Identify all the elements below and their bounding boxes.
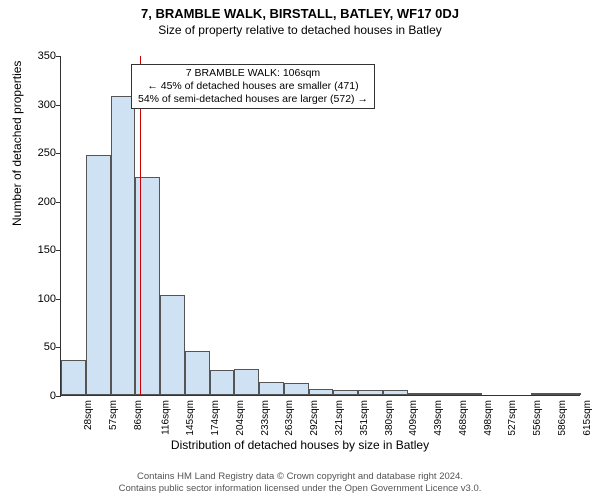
histogram-bar [61,360,86,395]
x-tick-label: 86sqm [133,400,144,430]
x-tick-label: 263sqm [284,400,295,436]
histogram-bar [556,393,581,395]
x-tick-label: 116sqm [160,400,171,435]
histogram-bar [284,383,309,395]
y-tick-label: 250 [16,147,56,159]
histogram-bar [234,369,259,395]
histogram-bar [111,96,136,395]
x-tick-label: 292sqm [309,400,320,436]
chart-container: 7, BRAMBLE WALK, BIRSTALL, BATLEY, WF17 … [0,0,600,500]
annotation-line-3: 54% of semi-detached houses are larger (… [138,93,368,106]
x-tick-label: 498sqm [482,400,493,436]
x-tick-label: 351sqm [359,400,370,436]
y-tick-label: 0 [16,390,56,402]
footer-line-1: Contains HM Land Registry data © Crown c… [0,471,600,482]
histogram-bar [531,393,556,395]
x-tick-label: 174sqm [210,400,221,436]
annotation-line-1: 7 BRAMBLE WALK: 106sqm [138,67,368,80]
histogram-bar [333,390,358,395]
x-tick-label: 615sqm [581,400,592,436]
x-tick-label: 439sqm [433,400,444,436]
x-tick-label: 409sqm [408,400,419,436]
x-axis-label: Distribution of detached houses by size … [0,438,600,452]
x-tick-label: 57sqm [108,400,119,430]
histogram-bar [457,393,482,395]
y-tick-label: 200 [16,196,56,208]
y-tick-label: 150 [16,244,56,256]
x-tick-label: 586sqm [557,400,568,436]
x-tick-label: 233sqm [259,400,270,436]
histogram-bar [210,370,235,395]
footer-line-2: Contains public sector information licen… [0,483,600,494]
x-tick-label: 527sqm [507,400,518,436]
x-tick-label: 556sqm [532,400,543,436]
footer-text: Contains HM Land Registry data © Crown c… [0,471,600,494]
histogram-bar [86,155,111,395]
histogram-bar [408,393,433,395]
annotation-line-2: ← 45% of detached houses are smaller (47… [138,80,368,93]
histogram-bar [259,382,284,395]
y-tick-label: 100 [16,293,56,305]
histogram-bar [432,393,457,395]
plot-area: 05010015020025030035028sqm57sqm86sqm116s… [60,56,580,396]
histogram-bar [309,389,334,395]
x-tick-label: 28sqm [83,400,94,430]
histogram-bar [383,390,408,395]
y-tick-label: 350 [16,50,56,62]
histogram-bar [135,177,160,395]
annotation-box: 7 BRAMBLE WALK: 106sqm← 45% of detached … [131,64,375,109]
chart-title: 7, BRAMBLE WALK, BIRSTALL, BATLEY, WF17 … [0,0,600,21]
histogram-bar [358,390,383,395]
x-tick-label: 321sqm [334,400,345,436]
y-tick-label: 300 [16,99,56,111]
histogram-bar [160,295,185,395]
chart-subtitle: Size of property relative to detached ho… [0,21,600,37]
x-tick-label: 380sqm [383,400,394,436]
x-tick-label: 204sqm [235,400,246,436]
histogram-bar [185,351,210,395]
y-tick-label: 50 [16,341,56,353]
x-tick-label: 468sqm [458,400,469,436]
x-tick-label: 145sqm [185,400,196,436]
